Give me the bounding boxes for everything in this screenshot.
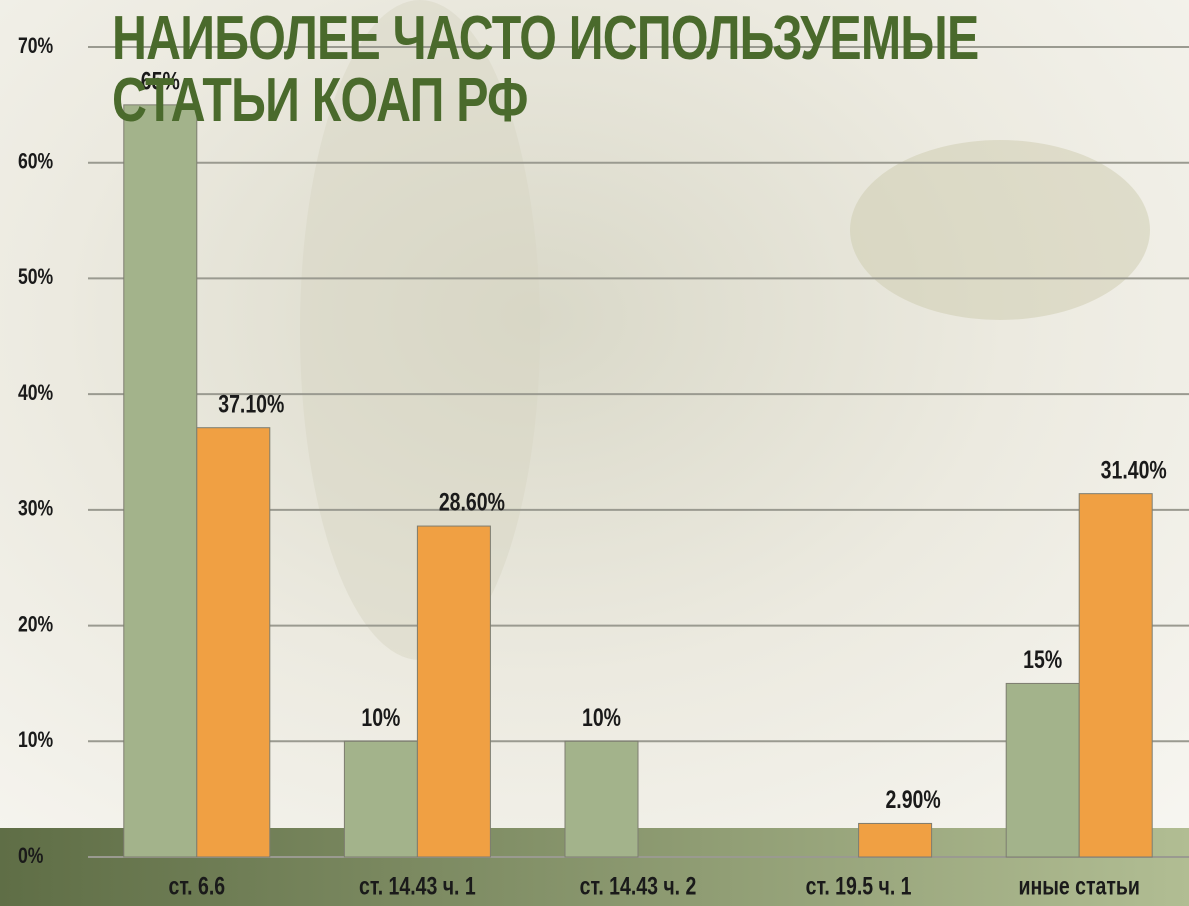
bar [417,526,490,857]
bar [344,741,417,857]
y-tick-label: 40% [18,381,53,405]
value-label: 28.60% [439,488,505,516]
bar [859,823,932,857]
chart-title: НАИБОЛЕЕ ЧАСТО ИСПОЛЬЗУЕМЫЕ СТАТЬИ КОАП … [112,8,1071,132]
x-tick-label: ст. 6.6 [168,872,225,900]
y-tick-label: 20% [18,613,53,637]
value-label: 37.10% [218,390,284,418]
value-label: 10% [582,704,621,732]
page: 0% 10% 20% 30% 40% 50% 60% 70% ст. 6.6 ст. 14.43 … [0,0,1189,906]
x-tick-label: иные статьи [1019,872,1140,900]
bar [1006,683,1079,857]
bar [1079,494,1152,857]
bar [197,428,270,857]
y-tick-label: 50% [18,265,53,289]
y-tick-label: 70% [18,34,53,58]
bar [565,741,638,857]
background-figure [850,140,1150,320]
y-tick-label: 30% [18,497,53,521]
value-label: 2.90% [885,786,940,814]
y-tick-label: 10% [18,728,53,752]
value-label: 15% [1023,646,1062,674]
y-tick-label: 0% [18,844,44,868]
value-label: 10% [361,704,400,732]
x-tick-label: ст. 19.5 ч. 1 [806,872,912,900]
x-tick-label: ст. 14.43 ч. 1 [359,872,476,900]
chart: 0% 10% 20% 30% 40% 50% 60% 70% ст. 6.6 ст. 14.43 … [0,0,1189,906]
value-label: 31.40% [1101,456,1167,484]
bar [124,105,197,857]
x-tick-label: ст. 14.43 ч. 2 [580,872,697,900]
y-tick-label: 60% [18,150,53,174]
